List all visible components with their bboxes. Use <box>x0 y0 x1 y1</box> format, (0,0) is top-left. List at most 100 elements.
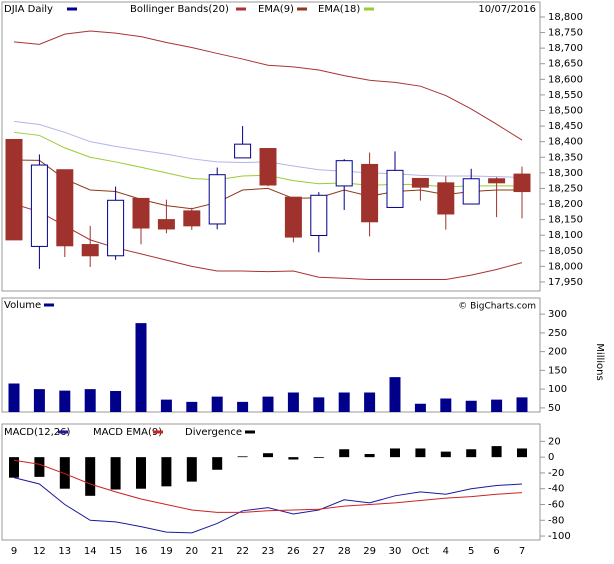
divergence-bar <box>186 457 197 482</box>
y-tick-label: 150 <box>548 365 567 376</box>
legend-label: EMA(18) <box>318 4 360 15</box>
candle-body <box>361 163 379 223</box>
divergence-bar <box>491 446 502 458</box>
candle-body <box>284 196 302 238</box>
x-tick-label: 29 <box>363 546 376 557</box>
divergence-bar <box>85 457 96 496</box>
y-tick-label: 50 <box>548 403 561 414</box>
bar <box>465 400 477 412</box>
candle-body <box>56 169 74 247</box>
bar <box>491 399 503 412</box>
y-tick-label: 100 <box>548 384 567 395</box>
bar <box>364 392 376 412</box>
y-tick-label: 17,950 <box>548 277 583 288</box>
y-tick-label: 18,750 <box>548 28 583 39</box>
signal-line <box>13 459 523 513</box>
legend-label: MACD(12,26) <box>4 427 71 438</box>
bar <box>8 383 20 412</box>
x-tick-label: 20 <box>185 546 198 557</box>
divergence-bar <box>415 448 426 458</box>
divergence-bar <box>9 457 19 478</box>
x-tick-label: 5 <box>468 546 474 557</box>
legend-label: Bollinger Bands(20) <box>130 4 229 15</box>
date: 10/07/2016 <box>478 4 536 15</box>
x-tick-label: 23 <box>262 546 275 557</box>
bar <box>516 397 528 412</box>
divergence-bar <box>59 457 70 489</box>
x-tick-label: 9 <box>11 546 17 557</box>
divergence-bar <box>517 448 527 458</box>
y-tick-label: 18,000 <box>548 261 583 272</box>
bar <box>135 323 147 412</box>
bar <box>338 392 350 412</box>
x-tick-label: 26 <box>287 546 300 557</box>
x-tick-label: 4 <box>443 546 449 557</box>
y-tick-label: -80 <box>548 515 564 526</box>
bar <box>110 391 122 412</box>
x-tick-label: 19 <box>160 546 173 557</box>
candle-body <box>30 164 48 247</box>
y-tick-label: 250 <box>548 328 567 339</box>
candle-body <box>310 194 328 237</box>
divergence-bar <box>110 457 121 490</box>
y-tick-label: 18,150 <box>548 215 583 226</box>
y-tick-label: 18,350 <box>548 152 583 163</box>
x-tick-label: 30 <box>389 546 402 557</box>
legend-label: EMA(9) <box>258 4 294 15</box>
candle-body <box>81 244 99 257</box>
x-tick-label: 13 <box>58 546 71 557</box>
y-tick-label: 18,200 <box>548 199 583 210</box>
x-tick-label: 7 <box>519 546 525 557</box>
candle-body <box>259 148 277 186</box>
divergence-bar <box>339 449 350 458</box>
bollinger-lower <box>13 203 523 280</box>
bar <box>237 401 249 412</box>
x-tick-label: 28 <box>338 546 351 557</box>
divergence-bar <box>288 457 299 460</box>
y-axis-label: Millions <box>594 343 605 380</box>
x-tick-label: 16 <box>135 546 148 557</box>
y-tick-label: 18,650 <box>548 59 583 70</box>
legend-label: MACD EMA(9) <box>93 427 162 438</box>
y-tick-label: 18,500 <box>548 105 583 116</box>
y-tick-label: 18,700 <box>548 43 583 54</box>
watermark: © BigCharts.com <box>458 302 536 312</box>
x-tick-label: 21 <box>211 546 224 557</box>
price-panel <box>1 1 541 292</box>
macd-line <box>13 477 523 534</box>
candle-body <box>462 178 480 205</box>
bar <box>84 389 96 412</box>
x-tick-label: 14 <box>84 546 97 557</box>
y-tick-label: 18,250 <box>548 183 583 194</box>
y-tick-label: 0 <box>548 452 554 463</box>
y-tick-label: 18,800 <box>548 12 583 23</box>
y-tick-label: -40 <box>548 484 564 495</box>
divergence-bar <box>237 456 248 458</box>
y-tick-label: 18,450 <box>548 121 583 132</box>
x-tick-label: 15 <box>109 546 122 557</box>
bar <box>59 390 71 412</box>
divergence-bar <box>34 457 45 477</box>
y-tick-label: 18,050 <box>548 246 583 257</box>
candle-body <box>513 173 531 193</box>
x-tick-label: 22 <box>236 546 249 557</box>
divergence-bar <box>440 451 451 458</box>
divergence-bar <box>212 457 223 470</box>
x-tick-label: 12 <box>33 546 46 557</box>
candle-body <box>208 174 226 225</box>
bar <box>160 399 172 412</box>
x-tick-label: 6 <box>493 546 499 557</box>
y-tick-label: 300 <box>548 309 567 320</box>
legend-label: Divergence <box>185 427 242 438</box>
bar <box>186 401 198 412</box>
y-tick-label: 18,550 <box>548 90 583 101</box>
divergence-bar <box>263 453 273 458</box>
divergence-bar <box>313 457 324 458</box>
legend-label: Volume <box>4 300 41 311</box>
divergence-bar <box>466 449 477 458</box>
bar <box>414 403 426 412</box>
x-tick-label: Oct <box>412 546 429 557</box>
y-tick-label: -100 <box>548 531 571 542</box>
y-tick-label: 18,300 <box>548 168 583 179</box>
legend-label: DJIA Daily <box>4 4 53 15</box>
